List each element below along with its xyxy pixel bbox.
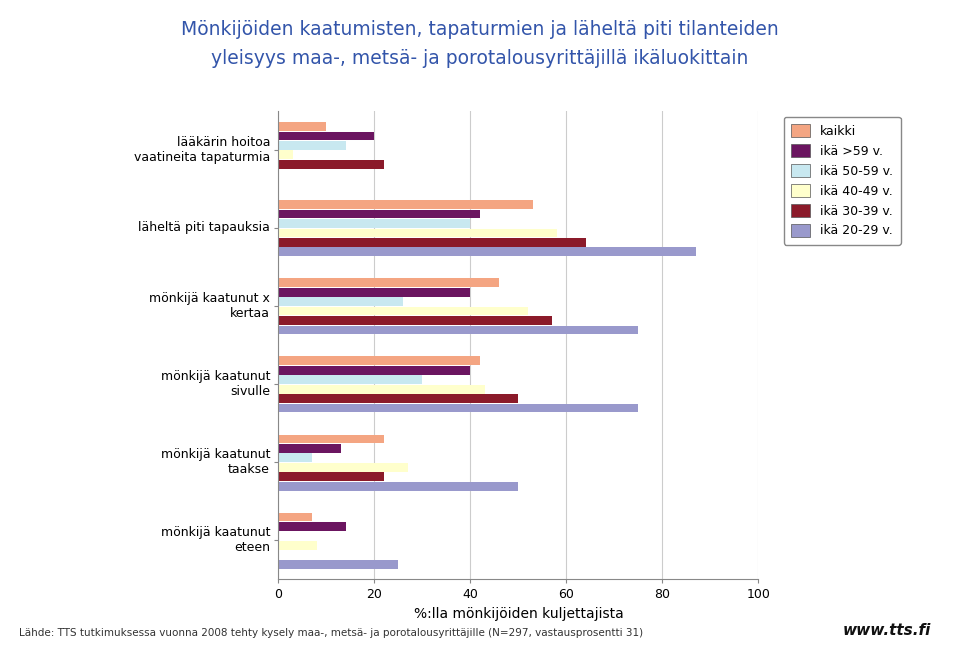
Bar [278,522,346,531]
Bar [278,298,403,306]
Bar [278,385,485,394]
Bar [278,454,312,462]
Bar [278,210,480,218]
Bar [278,444,341,452]
Bar [278,229,557,238]
Bar [278,512,312,521]
Bar [278,463,408,472]
X-axis label: %:lla mönkijöiden kuljettajista: %:lla mönkijöiden kuljettajista [414,607,623,621]
Bar [278,132,374,140]
Bar [278,541,317,550]
Bar [278,404,638,413]
Bar [278,238,586,247]
Bar [278,560,398,569]
Text: www.tts.fi: www.tts.fi [843,623,931,638]
Bar [278,278,499,287]
Bar [278,219,470,228]
Bar [278,316,552,325]
Bar [278,326,638,335]
Bar [278,356,480,365]
Bar [278,288,470,296]
Text: Lähde: TTS tutkimuksessa vuonna 2008 tehty kysely maa-, metsä- ja porotalousyrit: Lähde: TTS tutkimuksessa vuonna 2008 teh… [19,628,643,638]
Bar [278,473,384,481]
Bar [278,366,470,374]
Text: yleisyys maa-, metsä- ja porotalousyrittäjillä ikäluokittain: yleisyys maa-, metsä- ja porotalousyritt… [211,49,749,68]
Bar [278,395,518,403]
Bar [278,307,528,316]
Bar [278,247,696,256]
Bar [278,482,518,491]
Bar [278,150,293,159]
Legend: kaikki, ikä >59 v., ikä 50-59 v., ikä 40-49 v., ikä 30-39 v., ikä 20-29 v.: kaikki, ikä >59 v., ikä 50-59 v., ikä 40… [784,117,900,245]
Text: Mönkijöiden kaatumisten, tapaturmien ja läheltä piti tilanteiden: Mönkijöiden kaatumisten, tapaturmien ja … [181,20,779,38]
Bar [278,160,384,169]
Bar [278,434,384,443]
Bar [278,200,533,209]
Bar [278,376,422,384]
Bar [278,122,326,131]
Bar [278,141,346,150]
